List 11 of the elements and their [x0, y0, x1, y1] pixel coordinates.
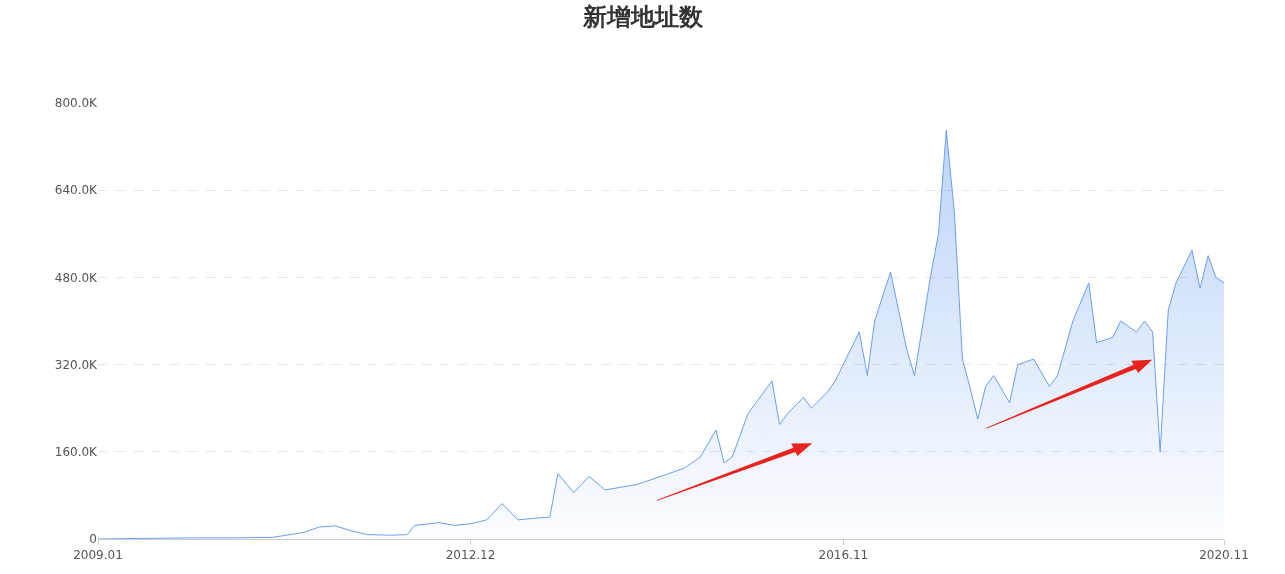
chart-title: 新增地址数 [581, 3, 704, 32]
y-tick-label: 480.0K [54, 270, 99, 285]
x-tick-label: 2009.01 [73, 548, 123, 563]
y-tick-label: 320.0K [54, 357, 99, 372]
x-tick-label: 2020.11 [1199, 548, 1249, 563]
y-tick-label: 0 [89, 532, 97, 547]
x-tick-label: 2016.11 [818, 548, 869, 563]
y-tick-label: 160.0K [54, 445, 99, 459]
y-tick-label: 640.0K [54, 183, 99, 198]
y-tick-label: 800.0K [54, 96, 99, 111]
x-tick-label: 2012.12 [445, 548, 496, 563]
